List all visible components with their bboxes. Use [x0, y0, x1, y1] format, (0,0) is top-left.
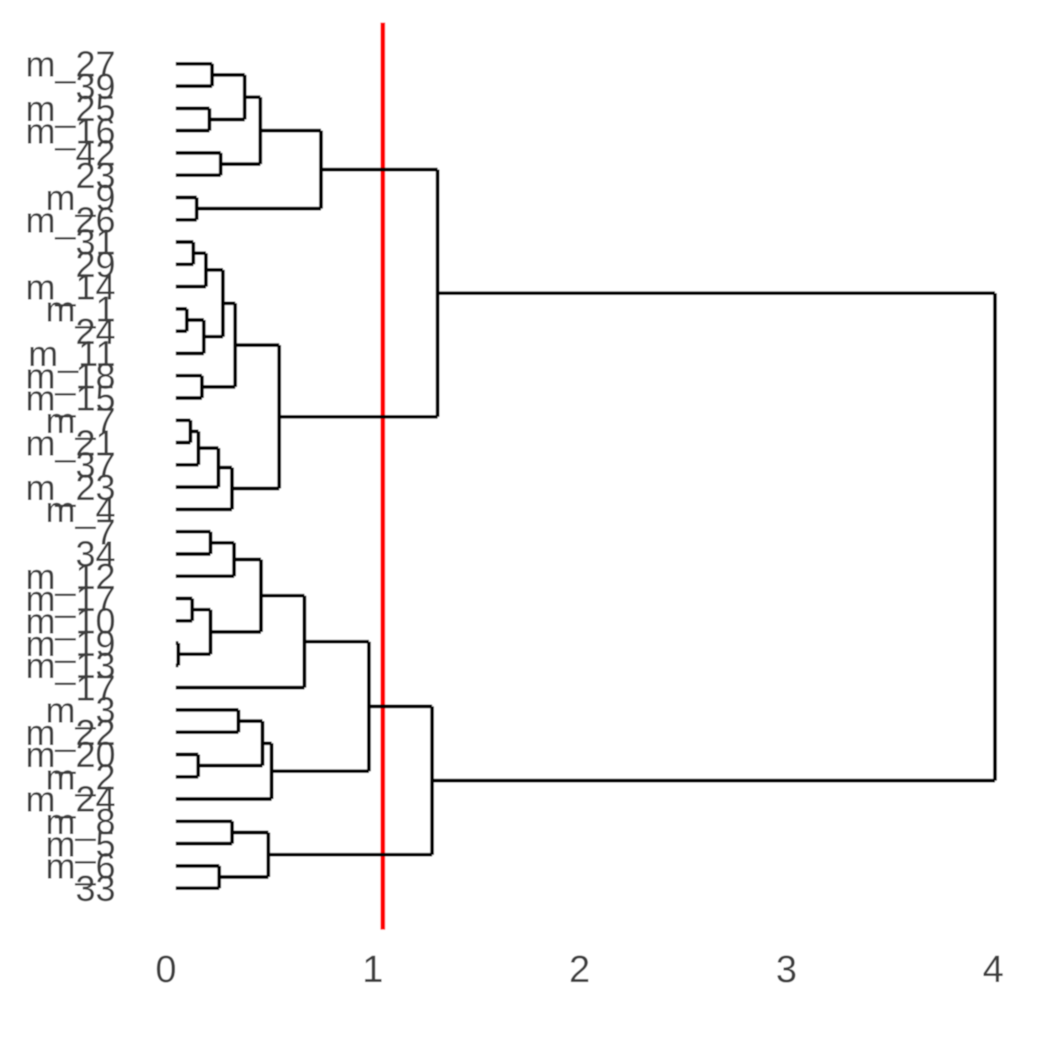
- svg-text:2: 2: [569, 949, 590, 991]
- svg-text:m_10: m_10: [25, 601, 115, 642]
- svg-text:m_7: m_7: [45, 400, 115, 441]
- svg-text:m_22: m_22: [25, 712, 115, 753]
- svg-text:m_26: m_26: [25, 200, 115, 241]
- svg-text:m_6: m_6: [45, 846, 115, 887]
- svg-text:m_13: m_13: [25, 645, 115, 686]
- svg-text:m_16: m_16: [25, 110, 115, 151]
- svg-text:42: 42: [75, 133, 115, 174]
- svg-text:m_9: m_9: [45, 177, 115, 218]
- svg-text:m_1: m_1: [45, 289, 115, 330]
- svg-text:m_12: m_12: [25, 556, 115, 597]
- svg-text:17: 17: [75, 667, 115, 708]
- svg-text:m_14: m_14: [25, 266, 115, 307]
- svg-text:m_18: m_18: [25, 355, 115, 396]
- svg-text:23: 23: [75, 155, 115, 196]
- svg-text:m_8: m_8: [45, 801, 115, 842]
- svg-text:4: 4: [983, 949, 1004, 991]
- svg-text:39: 39: [75, 66, 115, 107]
- svg-text:29: 29: [75, 244, 115, 285]
- svg-text:7: 7: [95, 511, 115, 552]
- svg-text:33: 33: [75, 868, 115, 909]
- svg-text:m_23: m_23: [25, 467, 115, 508]
- svg-text:m_15: m_15: [25, 378, 115, 419]
- svg-text:m_25: m_25: [25, 88, 115, 129]
- svg-text:1: 1: [362, 949, 383, 991]
- svg-text:m_2: m_2: [45, 757, 115, 798]
- svg-text:m_4: m_4: [45, 489, 115, 530]
- svg-text:0: 0: [155, 949, 176, 991]
- svg-text:m_3: m_3: [45, 690, 115, 731]
- svg-text:m_19: m_19: [25, 623, 115, 664]
- svg-text:m_5: m_5: [45, 823, 115, 864]
- svg-text:31: 31: [75, 222, 115, 263]
- svg-text:m_21: m_21: [25, 422, 115, 463]
- svg-text:m_11: m_11: [28, 333, 115, 374]
- svg-text:37: 37: [75, 445, 115, 486]
- svg-text:m_27: m_27: [25, 44, 115, 85]
- svg-text:m_20: m_20: [25, 734, 115, 775]
- svg-text:m_17: m_17: [25, 578, 115, 619]
- svg-text:m_24: m_24: [25, 779, 115, 820]
- svg-text:34: 34: [75, 534, 115, 575]
- svg-text:3: 3: [776, 949, 797, 991]
- svg-text:24: 24: [75, 311, 115, 352]
